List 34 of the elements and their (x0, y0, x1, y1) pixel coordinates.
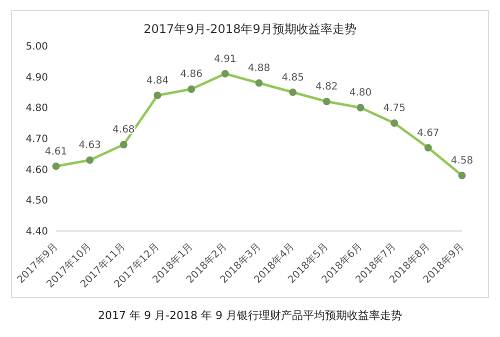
data-label: 4.63 (78, 140, 101, 152)
data-label: 4.88 (248, 63, 270, 74)
point (322, 98, 330, 106)
point (458, 172, 466, 180)
y-tick-label: 4.50 (26, 196, 48, 207)
y-tick-label: 4.70 (26, 134, 48, 146)
data-label: 4.58 (450, 156, 474, 166)
data-label: 4.80 (349, 88, 372, 99)
y-tick-label: 4.60 (26, 164, 48, 176)
point (52, 162, 60, 170)
y-tick-label: 4.40 (26, 226, 48, 238)
data-label: 4.82 (316, 82, 338, 92)
point (255, 79, 263, 87)
point (390, 119, 398, 127)
point (424, 144, 432, 152)
chart-title: 2017年9月-2018年9月预期收益率走势 (142, 21, 358, 38)
data-label: 4.91 (214, 54, 236, 65)
y-tick-label: 4.90 (26, 72, 48, 84)
point (289, 88, 297, 96)
point (188, 85, 196, 93)
data-label: 4.75 (383, 103, 406, 114)
point (120, 140, 128, 148)
data-label: 4.86 (180, 69, 202, 80)
data-label: 4.61 (44, 146, 68, 158)
point (154, 92, 162, 100)
data-label: 4.85 (282, 72, 304, 84)
point (86, 156, 94, 164)
point (221, 70, 229, 78)
data-label: 4.84 (146, 75, 169, 86)
text: 2017 年 9 月-2018 年 9 月银行理财产品平均预期收益率走势 (97, 308, 403, 323)
y-tick-label: 4.80 (26, 103, 48, 114)
point (356, 104, 364, 112)
y-tick-label: 5.00 (26, 42, 48, 53)
data-label: 4.67 (417, 128, 440, 139)
